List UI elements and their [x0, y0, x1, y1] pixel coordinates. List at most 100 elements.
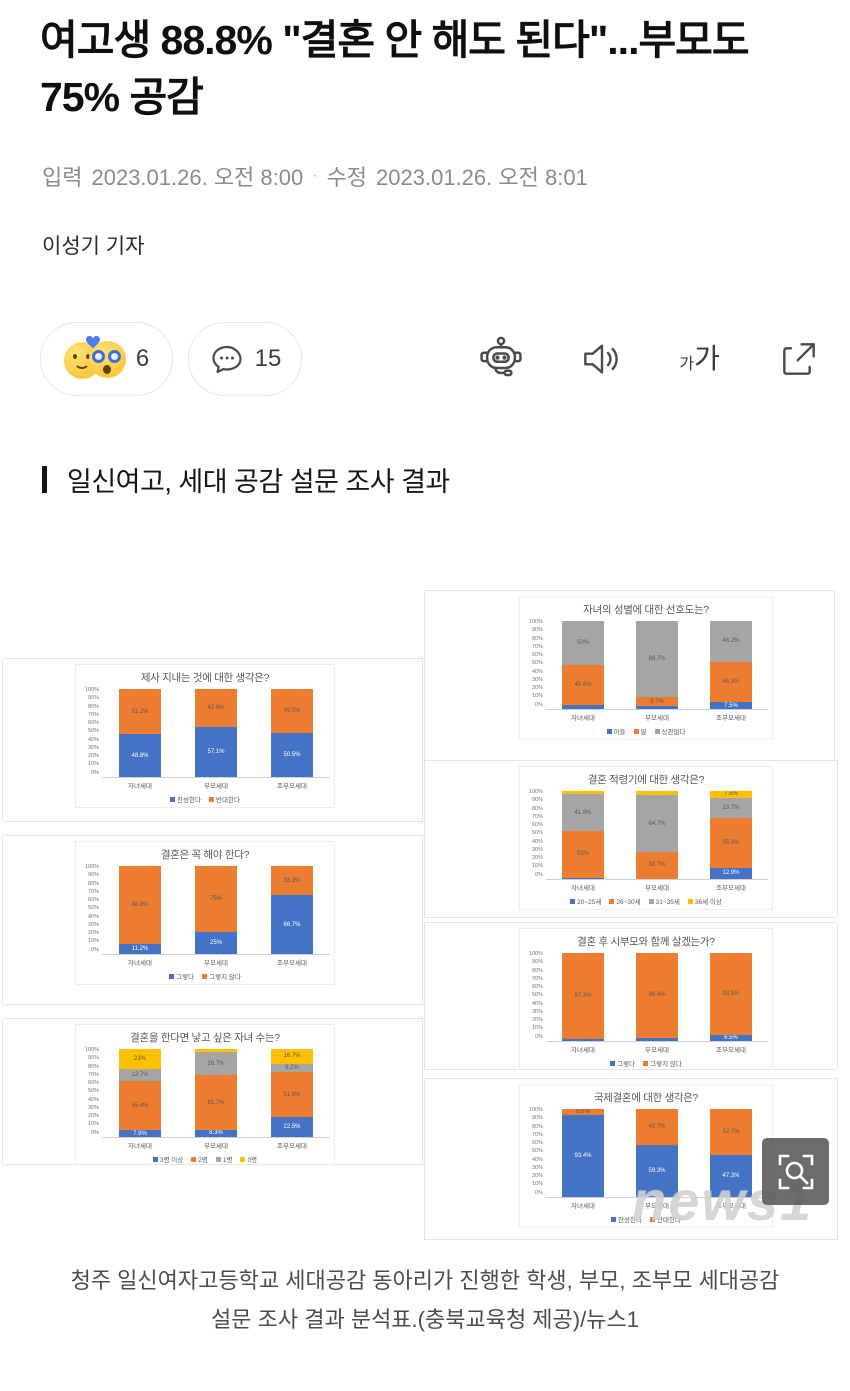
segment-label: 7.5%	[724, 702, 738, 709]
reporter-name[interactable]: 이성기 기자	[42, 235, 145, 258]
y-tick-label: 100%	[528, 951, 543, 957]
reaction-emoji-icon	[63, 335, 126, 379]
bars-area: 53% 41.8% 30.7% 64.7% 12.9% 55.9% 23.7% 7.5%	[546, 791, 768, 880]
y-tick-label: 40%	[531, 1156, 543, 1163]
x-category-label: 조부모세대	[277, 1143, 307, 1150]
y-tick-label: 90%	[531, 959, 543, 966]
chart-legend: 아들 딸 상관없다	[524, 726, 768, 736]
y-tick-label: 50%	[531, 1148, 543, 1155]
y-tick-label: 20%	[531, 1017, 543, 1023]
chart-plot-area: 100% 90% 80% 70% 60% 50% 40% 30% 20% 10% 0% 97.3% 96…	[524, 951, 768, 1042]
robot-icon	[480, 336, 522, 377]
stacked-bar: 12.9% 55.9% 23.7% 7.5%	[710, 791, 752, 879]
listen-speaker-button[interactable]	[571, 330, 629, 388]
legend-label: 그렇지 않다	[209, 974, 241, 981]
bar-segment: 11.2%	[119, 944, 161, 954]
y-tick-label: 50%	[87, 728, 99, 735]
comment-bubble-icon	[212, 345, 242, 374]
bar-segment: 9.7%	[636, 697, 678, 706]
bar-segment: 93.5%	[710, 953, 752, 1036]
stacked-bar: 22.5% 51.6% 9.2% 16.7%	[271, 1049, 313, 1137]
segment-label: 52.7%	[722, 1129, 740, 1136]
segment-label: 6.5%	[724, 1035, 738, 1041]
y-tick-label: 70%	[531, 1131, 543, 1138]
image-zoom-button[interactable]	[762, 1138, 829, 1205]
y-tick-label: 100%	[528, 619, 543, 625]
bars-area: 48.8% 51.2% 57.1% 42.9% 50.5% 49.5%	[102, 689, 330, 778]
y-tick-label: 40%	[531, 668, 543, 675]
segment-label: 46.3%	[722, 679, 740, 686]
bar-segment: 51.6%	[271, 1071, 313, 1118]
x-category-label: 자녀세대	[571, 715, 595, 722]
x-category-label: 조부모세대	[277, 960, 307, 967]
segment-label: 30.7%	[648, 862, 666, 869]
y-tick-label: 0%	[535, 1189, 543, 1196]
bar-segment	[562, 1038, 604, 1041]
chart-intl-marriage: 국제결혼에 대한 생각은? 100% 90% 80% 70% 60% 50% 40% 30% 20…	[519, 1084, 773, 1228]
chart-children-count: 결혼을 한다면 낳고 싶은 자녀 수는? 100% 90% 80% 70% 60% 50% 4…	[75, 1024, 335, 1164]
x-category-label: 부모세대	[204, 960, 228, 967]
bar-segment: 30.7%	[636, 851, 678, 879]
legend-label: 31~35세	[655, 899, 680, 906]
legend-label: 0명	[247, 1157, 258, 1164]
tts-robot-button[interactable]	[472, 330, 530, 388]
bar-segment: 12.9%	[710, 867, 752, 879]
chart-legend: 찬성한다 반대한다	[80, 794, 330, 804]
legend-item: 딸	[633, 726, 647, 736]
legend-label: 26~30세	[616, 899, 641, 906]
emoji-reaction-button[interactable]: 6	[40, 322, 173, 396]
bar-segment: 23%	[119, 1049, 161, 1070]
x-category-label: 조부모세대	[716, 1203, 746, 1210]
legend-item: 반대한다	[209, 794, 240, 804]
bar-segment: 45.6%	[562, 665, 604, 706]
stacked-bar: 7.9% 55.4% 13.7% 23%	[119, 1049, 161, 1137]
segment-label: 55.4%	[131, 1102, 149, 1109]
segment-label: 86.7%	[648, 656, 666, 663]
bar-segment	[562, 791, 604, 795]
y-tick-label: 80%	[531, 1123, 543, 1130]
bar-segment: 25%	[195, 932, 237, 954]
y-axis: 100% 90% 80% 70% 60% 50% 40% 30% 20% 10% 0%	[80, 1047, 102, 1136]
legend-swatch	[209, 796, 214, 802]
legend-item: 2명	[191, 1154, 208, 1164]
y-tick-label: 30%	[87, 921, 99, 928]
segment-label: 16.7%	[283, 1053, 301, 1060]
y-tick-label: 80%	[87, 1063, 99, 1070]
bar-segment: 22.5%	[271, 1117, 313, 1137]
legend-item: 그렇지 않다	[643, 1058, 682, 1068]
stacked-bar: 50.5% 49.5%	[271, 689, 313, 777]
bar-segment	[562, 705, 604, 709]
chart-inlaws: 결혼 후 시부모와 함께 살겠는가? 100% 90% 80% 70% 60% 50% 40%…	[519, 928, 773, 1069]
heading-bar	[42, 466, 47, 493]
bar-segment: 16.7%	[271, 1049, 313, 1064]
bars-area: 97.3% 96.4% 6.5% 93.5%	[546, 953, 768, 1042]
segment-label: 47.3%	[722, 1173, 740, 1180]
y-tick-label: 70%	[531, 643, 543, 650]
bar-segment: 53%	[562, 830, 604, 878]
chart-legend: 20~25세 26~30세 31~35세 36세 이상	[524, 896, 768, 906]
legend-item: 반대한다	[650, 1214, 681, 1224]
x-category-label: 자녀세대	[571, 1047, 595, 1054]
bar-segment: 46.3%	[710, 661, 752, 703]
legend-swatch	[169, 973, 175, 979]
y-tick-label: 10%	[87, 761, 99, 768]
bars-area: 7.9% 55.4% 13.7% 23% 8.3% 61.7% 26.7% 22.5% 51.6…	[102, 1049, 330, 1138]
x-axis-labels: 자녀세대 부모세대 조부모세대	[102, 1138, 330, 1150]
comments-button[interactable]: 15	[188, 322, 302, 396]
figure-caption: 청주 일신여자고등학교 세대공감 동아리가 진행한 학생, 부모, 조부모 세대…	[70, 1268, 780, 1332]
stacked-bar: 45.6% 50%	[562, 621, 604, 709]
segment-label: 40.7%	[648, 1123, 666, 1130]
y-tick-label: 30%	[531, 1164, 543, 1171]
stacked-bar: 93.4% 6.6%	[562, 1109, 604, 1197]
segment-label: 48.8%	[131, 752, 149, 759]
chart-plot-area: 100% 90% 80% 70% 60% 50% 40% 30% 20% 10% 0% 11.2% 88…	[80, 864, 330, 955]
bar-segment: 50.5%	[271, 732, 313, 777]
x-category-label: 조부모세대	[716, 885, 746, 892]
legend-label: 딸	[640, 729, 647, 736]
segment-label: 51.2%	[131, 708, 149, 715]
share-button[interactable]	[770, 330, 828, 388]
x-category-label: 자녀세대	[128, 1143, 152, 1150]
segment-label: 7.9%	[133, 1130, 147, 1137]
y-tick-label: 100%	[528, 1107, 543, 1113]
